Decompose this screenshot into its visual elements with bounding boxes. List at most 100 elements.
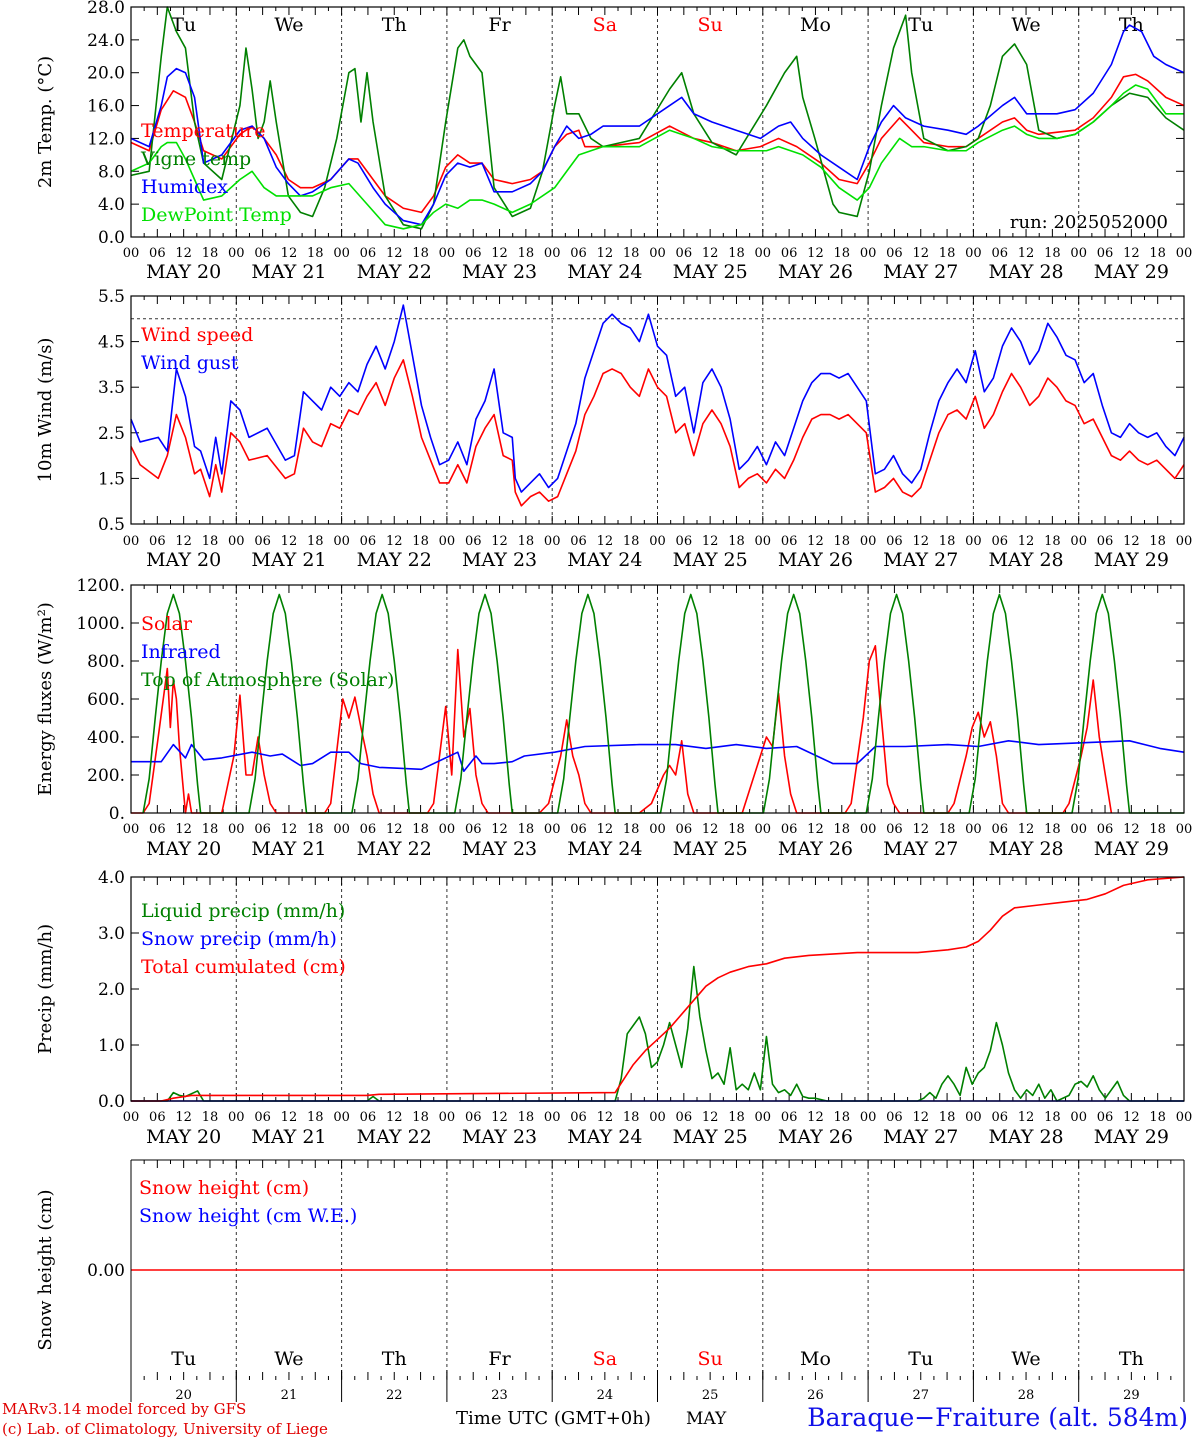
date-label: MAY 20 (146, 549, 221, 571)
hour-tick-label: 18 (518, 822, 535, 837)
legend-entry: DewPoint Temp (141, 204, 292, 226)
series-line-top-of-atmosphere-solar- (142, 593, 1184, 814)
hour-tick-label: 12 (1018, 246, 1035, 261)
y-tick-label: 800. (87, 652, 125, 672)
y-tick-label: 200. (87, 766, 125, 786)
series-line-solar (131, 644, 1113, 814)
y-axis-title: Energy fluxes (W/m²) (35, 602, 56, 796)
hour-tick-label: 18 (728, 1110, 745, 1125)
hour-tick-label: 00 (1176, 246, 1193, 261)
y-tick-label: 5.5 (98, 287, 125, 307)
hour-tick-label: 00 (1070, 822, 1087, 837)
date-label: MAY 23 (462, 549, 537, 571)
weekday-label: We (274, 1348, 303, 1370)
hour-tick-label: 00 (965, 534, 982, 549)
hour-tick-label: 06 (991, 246, 1008, 261)
date-label: MAY 27 (883, 838, 958, 860)
date-label: MAY 23 (462, 1126, 537, 1148)
hour-tick-label: 12 (597, 1110, 614, 1125)
hour-tick-label: 00 (965, 822, 982, 837)
hour-tick-label: 06 (360, 534, 377, 549)
hour-tick-label: 12 (1123, 534, 1140, 549)
legend-entry: Snow precip (mm/h) (141, 928, 337, 950)
hour-tick-label: 18 (202, 534, 219, 549)
panels-layer: 0.0 4.0 8.0 12.0 16.0 20.0 24.0 28.0 2m Temp. (°… (35, 0, 1192, 1403)
hour-tick-label: 06 (991, 822, 1008, 837)
date-label: MAY 26 (778, 549, 853, 571)
hour-tick-label: 18 (939, 1110, 956, 1125)
date-label: MAY 29 (1094, 838, 1169, 860)
month-label: MAY (686, 1409, 727, 1429)
hour-tick-label: 00 (1070, 534, 1087, 549)
y-axis-title: Snow height (cm) (35, 1189, 56, 1350)
hour-tick-label: 00 (965, 246, 982, 261)
y-tick-label: 1.0 (98, 1036, 125, 1056)
y-tick-label: 4.0 (98, 195, 125, 215)
y-tick-label: 16.0 (87, 97, 125, 117)
hour-tick-label: 06 (570, 1110, 587, 1125)
hour-tick-label: 06 (149, 1110, 166, 1125)
station-label: Baraque−Fraiture (alt. 584m) (807, 1403, 1188, 1432)
hour-tick-label: 12 (175, 246, 192, 261)
y-tick-label: 0.0 (98, 228, 125, 248)
hour-tick-label: 18 (834, 822, 851, 837)
hour-tick-label: 00 (228, 246, 245, 261)
hour-tick-label: 06 (254, 246, 271, 261)
temp-panel: 0.0 4.0 8.0 12.0 16.0 20.0 24.0 28.0 2m Temp. (°… (35, 0, 1192, 283)
weekday-label: Sa (593, 1348, 617, 1370)
hour-tick-label: 06 (570, 534, 587, 549)
hour-tick-label: 06 (149, 822, 166, 837)
legend-entry: Snow height (cm W.E.) (139, 1205, 357, 1227)
weekday-label: Th (382, 14, 407, 36)
hour-tick-label: 12 (912, 1110, 929, 1125)
hour-tick-label: 06 (149, 246, 166, 261)
hour-tick-label: 18 (412, 534, 429, 549)
legend-entry: Liquid precip (mm/h) (141, 900, 345, 922)
y-tick-label: 2.5 (98, 424, 125, 444)
hour-tick-label: 00 (333, 1110, 350, 1125)
date-label: MAY 24 (567, 838, 642, 860)
y-tick-label: 12.0 (87, 129, 125, 149)
date-label: MAY 25 (673, 261, 748, 283)
hour-tick-label: 12 (491, 1110, 508, 1125)
hour-tick-label: 06 (1097, 822, 1114, 837)
weekday-label: Fr (488, 14, 511, 36)
weekday-label: We (1011, 1348, 1040, 1370)
hour-tick-label: 12 (281, 822, 298, 837)
hour-tick-label: 12 (597, 534, 614, 549)
date-label: MAY 29 (1094, 549, 1169, 571)
y-tick-label: 1200. (76, 576, 125, 596)
hour-tick-label: 18 (412, 246, 429, 261)
legend-entry: Top of Atmosphere (Solar) (141, 669, 394, 691)
hour-tick-label: 06 (254, 534, 271, 549)
hour-tick-label: 18 (1044, 1110, 1061, 1125)
hour-tick-label: 06 (254, 822, 271, 837)
credit-line-2: (c) Lab. of Climatology, University of L… (2, 1420, 328, 1438)
hour-tick-label: 06 (991, 1110, 1008, 1125)
hour-tick-label: 00 (649, 534, 666, 549)
legend-entry: Humidex (141, 176, 228, 198)
hour-tick-label: 00 (860, 1110, 877, 1125)
weekday-label: Tu (171, 14, 196, 36)
hour-tick-label: 18 (1149, 822, 1166, 837)
credit-line-1: MARv3.14 model forced by GFS (2, 1400, 246, 1418)
y-tick-label: 1.5 (98, 469, 125, 489)
date-label: MAY 22 (357, 1126, 432, 1148)
hour-tick-label: 12 (491, 822, 508, 837)
y-tick-label: 20.0 (87, 64, 125, 84)
day-number-label: 24 (597, 1388, 614, 1403)
date-label: MAY 24 (567, 261, 642, 283)
hour-tick-label: 06 (360, 246, 377, 261)
hour-tick-label: 18 (202, 246, 219, 261)
hour-tick-label: 00 (228, 822, 245, 837)
day-number-label: 27 (912, 1388, 929, 1403)
flux-panel: 0. 200. 400. 600. 800. 1000. 1200. Energy fluxe… (35, 576, 1192, 860)
date-label: MAY 29 (1094, 261, 1169, 283)
date-label: MAY 21 (251, 1126, 326, 1148)
hour-tick-label: 12 (807, 534, 824, 549)
hour-tick-label: 06 (886, 822, 903, 837)
hour-tick-label: 12 (175, 534, 192, 549)
hour-tick-label: 00 (860, 534, 877, 549)
hour-tick-label: 00 (860, 246, 877, 261)
hour-tick-label: 18 (623, 822, 640, 837)
